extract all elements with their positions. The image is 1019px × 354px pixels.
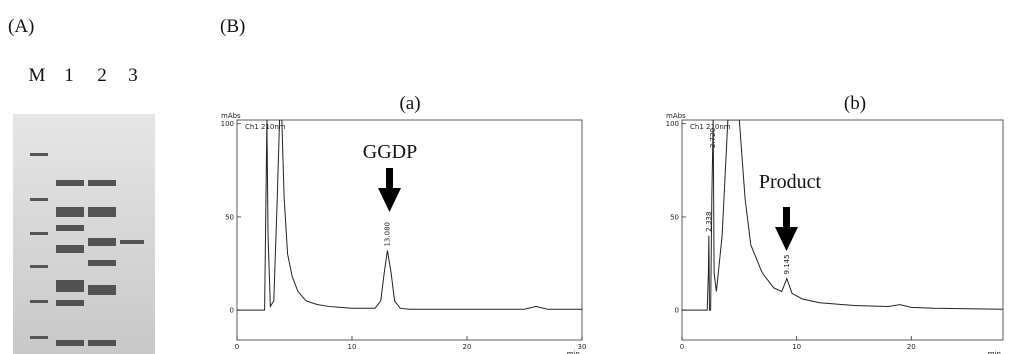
trace (682, 120, 1003, 310)
y-unit: mAbs (666, 112, 686, 120)
x-tick-label: 0 (235, 343, 239, 351)
chart-title: (b) (844, 93, 866, 114)
x-tick-label: 10 (348, 343, 357, 351)
chart-title: (a) (399, 93, 420, 114)
panel-label: (B) (220, 16, 245, 37)
x-tick-label: 0 (680, 343, 684, 351)
annotation: GGDP (363, 141, 417, 163)
gel (13, 114, 155, 354)
y-tick-label: 0 (230, 307, 234, 315)
arrow (378, 168, 798, 251)
peak-label: 13.080 (383, 222, 391, 247)
plot-frame (682, 120, 1003, 340)
lane-label: 2 (97, 65, 107, 86)
x-tick-label: 30 (578, 343, 587, 351)
x-unit: min (988, 350, 1001, 354)
x-tick-label: 10 (792, 343, 801, 351)
panel-label: (A) (8, 16, 34, 37)
annotation: Product (759, 171, 822, 193)
lane-label: 1 (64, 65, 74, 86)
y-tick-label: 100 (666, 120, 679, 128)
peak-label: 2.720 (709, 128, 717, 148)
peak-label: 9.145 (783, 254, 791, 274)
y-tick-label: 50 (225, 213, 234, 221)
y-tick-label: 100 (221, 120, 234, 128)
lane-label: M (29, 65, 46, 86)
y-unit: mAbs (221, 112, 241, 120)
lane-label: 3 (128, 65, 138, 86)
page: {"panel_a": {"label": "(A)", "lanes": ["… (0, 0, 1019, 354)
peak-label: 2.338 (705, 212, 713, 232)
y-tick-label: 0 (675, 307, 679, 315)
x-tick-label: 20 (463, 343, 472, 351)
figure: (A) (B) M 1 2 3 (a)mAbsCh1 210nmminGGDP0… (0, 0, 1019, 354)
x-tick-label: 20 (907, 343, 916, 351)
y-tick-label: 50 (670, 213, 679, 221)
